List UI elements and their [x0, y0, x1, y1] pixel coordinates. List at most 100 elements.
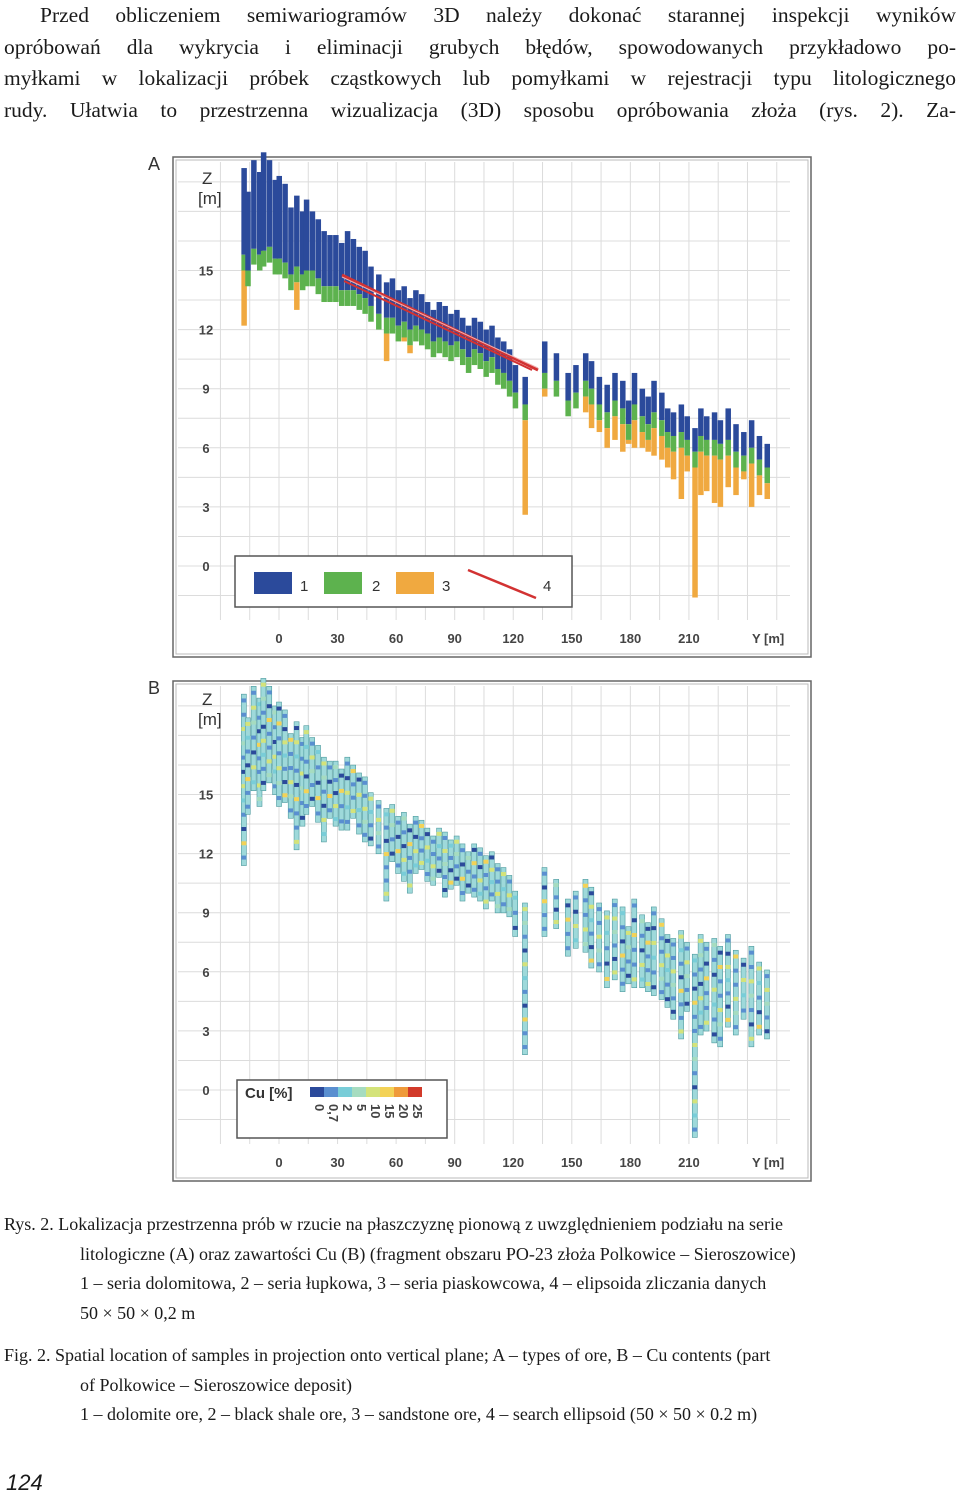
cu-grade-segment [288, 794, 294, 799]
sample-column [424, 302, 431, 350]
cu-grade-segment [299, 801, 305, 806]
cu-grade-segment [294, 782, 300, 787]
dolomite-segment [604, 384, 610, 413]
cu-grade-segment [272, 754, 278, 759]
cu-scale-swatch [394, 1087, 408, 1097]
cu-grade-segment [383, 878, 389, 883]
cu-low-segment [430, 835, 437, 886]
cu-grade-segment [245, 777, 251, 782]
shale-segment [748, 447, 755, 464]
shale-segment [442, 341, 448, 358]
cu-sample-column [625, 926, 632, 985]
cu-legend-title: Cu [%] [245, 1085, 293, 1102]
cu-grade-segment [692, 1028, 698, 1033]
panel-b-y-title: Y [m] [752, 1155, 784, 1170]
cu-grade-segment [368, 823, 374, 828]
dolomite-segment [454, 309, 460, 342]
sample-column [407, 298, 413, 354]
cu-grade-segment [395, 834, 401, 839]
cu-grade-segment [692, 958, 698, 963]
z-tick-label: 0 [202, 1083, 209, 1098]
cu-grade-segment [294, 726, 300, 731]
sandstone-segment [620, 424, 626, 452]
sandstone-segment [725, 455, 731, 488]
cu-grade-segment [573, 895, 579, 900]
cu-grade-segment [659, 949, 665, 954]
sample-column [368, 266, 374, 322]
cu-grade-segment [288, 737, 294, 742]
shale-segment [651, 412, 657, 429]
caption-pl-lead: Rys. 2. Lokalizacja przestrzenna prób w … [4, 1214, 783, 1234]
cu-grade-segment [565, 903, 571, 908]
dolomite-segment [288, 207, 294, 275]
cu-grade-segment [315, 780, 321, 785]
panel-b-z-ticks: 15 12 9 6 3 0 [199, 788, 213, 1099]
panel-a-y-title: Y [m] [752, 631, 784, 646]
sample-column [573, 365, 579, 409]
cu-grade-segment [639, 948, 645, 953]
cu-grade-segment [260, 766, 266, 771]
cu-grade-segment [717, 950, 723, 955]
cu-low-segment [395, 816, 401, 874]
cu-grade-segment [303, 789, 309, 794]
cu-grade-segment [241, 769, 247, 774]
sample-column [651, 380, 657, 456]
sample-column [327, 235, 333, 303]
cu-low-segment [678, 930, 684, 1040]
dolomite-segment [436, 302, 443, 338]
cu-low-segment [732, 949, 739, 1036]
sandstone-segment [588, 404, 595, 429]
cu-grade-segment [698, 967, 704, 972]
dolomite-segment [565, 372, 571, 401]
sample-column [241, 168, 247, 326]
dolomite-segment [430, 309, 437, 342]
sample-column [764, 443, 770, 500]
dolomite-segment [448, 313, 454, 346]
legend-label-4: 4 [543, 578, 551, 595]
dolomite-segment [407, 298, 413, 330]
shale-segment [241, 254, 247, 271]
cu-grade-segment [303, 730, 309, 735]
cu-grade-segment [356, 808, 362, 813]
sample-column [684, 416, 690, 472]
sandstone-segment [748, 463, 755, 507]
shale-segment [245, 270, 251, 287]
cu-grade-segment [315, 765, 321, 770]
cu-grade-segment [266, 690, 272, 695]
cu-grade-segment [756, 1024, 762, 1029]
cu-low-segment [631, 898, 638, 989]
cu-low-segment [447, 839, 454, 890]
sandstone-segment [241, 270, 247, 326]
legend-label-2: 2 [372, 578, 380, 595]
cu-grade-segment [512, 925, 518, 930]
cu-grade-segment [678, 1015, 684, 1020]
cu-grade-segment [659, 976, 665, 981]
cu-scale-swatch [380, 1087, 394, 1097]
cu-sample-column [418, 819, 425, 870]
y-tick-label: 150 [561, 631, 583, 646]
dolomite-segment [251, 160, 257, 249]
sample-column [344, 231, 351, 306]
cu-grade-segment [500, 887, 506, 892]
cu-grade-segment [407, 842, 413, 847]
sample-column [448, 313, 454, 362]
cu-scale-tick-label: 20 [396, 1104, 411, 1118]
dolomite-segment [698, 408, 704, 436]
cu-grade-segment [756, 981, 762, 986]
cu-sample-column [619, 906, 626, 992]
cu-grade-segment [282, 713, 288, 718]
cu-grade-segment [376, 804, 382, 809]
caption-pl-line-2: litologiczne (A) oraz zawartości Cu (B) … [80, 1243, 796, 1264]
cu-sample-column [401, 812, 407, 882]
cu-low-segment [488, 851, 495, 902]
cu-grade-segment [401, 857, 407, 862]
shale-segment [612, 400, 618, 417]
cu-grade-segment [725, 1004, 731, 1009]
shale-segment [413, 325, 419, 342]
sample-column [670, 412, 677, 480]
cu-grade-segment [733, 982, 739, 987]
shale-segment [604, 412, 610, 429]
sample-column [725, 408, 731, 488]
shale-segment [670, 435, 677, 452]
cu-grade-segment [684, 946, 690, 951]
